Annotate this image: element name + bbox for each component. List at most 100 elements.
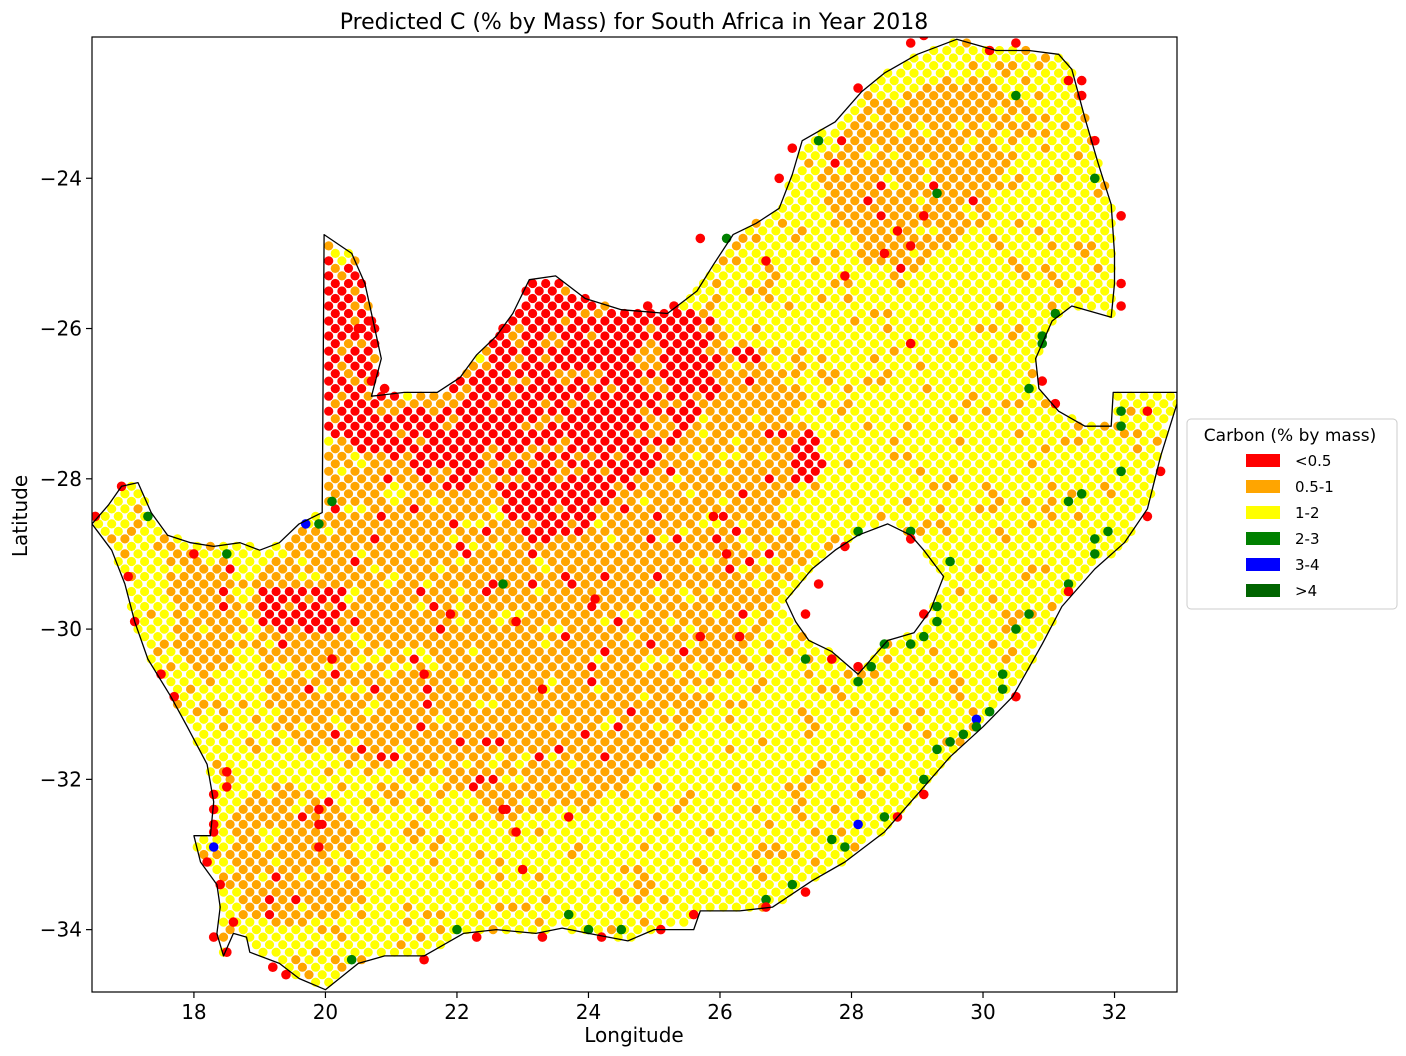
- grid-dot: [475, 714, 485, 724]
- grid-dot: [784, 496, 794, 506]
- grid-dot: [587, 466, 597, 476]
- grid-dot: [915, 256, 926, 266]
- grid-dot: [948, 699, 959, 709]
- grid-dot: [922, 519, 932, 529]
- grid-dot: [212, 639, 222, 649]
- grid-dot: [1086, 451, 1097, 461]
- grid-dot: [462, 579, 472, 589]
- grid-dot: [1054, 534, 1064, 544]
- grid-dot: [534, 406, 544, 416]
- grid-dot: [896, 654, 906, 664]
- grid-dot: [784, 722, 794, 732]
- grid-dot: [797, 346, 807, 356]
- grid-dot: [988, 519, 998, 529]
- grid-dot: [718, 571, 728, 582]
- grid-dot: [1014, 564, 1024, 574]
- grid-dot: [758, 692, 768, 702]
- grid-dot: [679, 827, 689, 837]
- grid-dot: [396, 804, 406, 815]
- grid-dot: [429, 496, 439, 506]
- grid-dot: [1021, 601, 1031, 612]
- grid-dot: [850, 707, 860, 717]
- grid-dot: [909, 699, 919, 709]
- grid-dot: [567, 639, 577, 649]
- grid-dot: [455, 662, 465, 672]
- grid-dot: [837, 767, 847, 777]
- grid-dot: [199, 609, 209, 619]
- grid-dot: [902, 76, 913, 86]
- grid-dot: [324, 556, 334, 567]
- grid-dot: [1008, 346, 1018, 356]
- grid-dot: [889, 241, 899, 251]
- grid-dot: [396, 714, 406, 724]
- grid-dot: [758, 601, 768, 612]
- grid-dot: [429, 541, 439, 552]
- grid-dot: [718, 632, 728, 642]
- grid-dot: [745, 617, 755, 627]
- grid-dot: [528, 414, 538, 424]
- grid-dot: [942, 496, 952, 506]
- grid-dot: [435, 564, 446, 574]
- grid-dot: [915, 451, 926, 461]
- grid-dot: [179, 571, 189, 582]
- grid-dot: [850, 752, 860, 762]
- grid-dot: [422, 654, 432, 664]
- grid-dot: [883, 459, 893, 469]
- grid-dot: [652, 827, 663, 837]
- grid-dot: [343, 699, 354, 709]
- grid-dot: [955, 76, 965, 86]
- grid-dot: [929, 677, 939, 687]
- grid-dot: [975, 354, 985, 364]
- grid-dot: [606, 699, 617, 709]
- grid-dot: [1001, 399, 1011, 409]
- grid-dot: [343, 669, 354, 679]
- grid-dot: [731, 556, 742, 567]
- grid-dot: [804, 564, 814, 574]
- grid-dot: [896, 278, 906, 289]
- grid-dot: [1021, 451, 1031, 461]
- grid-dot: [1047, 256, 1057, 266]
- grid-dot: [1008, 331, 1018, 341]
- grid-dot: [363, 677, 373, 687]
- grid-dot: [771, 466, 781, 476]
- grid-dot: [481, 752, 492, 762]
- grid-dot: [508, 316, 518, 326]
- grid-dot: [725, 579, 735, 589]
- grid-dot: [981, 91, 991, 101]
- grid-dot: [521, 586, 531, 597]
- grid-dot: [1014, 233, 1024, 243]
- grid-dot: [883, 263, 893, 273]
- grid-dot: [876, 181, 886, 191]
- grid-dot: [758, 241, 768, 251]
- grid-dot: [948, 158, 959, 168]
- grid-dot: [462, 399, 472, 409]
- grid-dot: [324, 451, 334, 461]
- grid-dot: [1047, 181, 1057, 191]
- grid-dot: [1008, 211, 1018, 221]
- grid-dot: [409, 759, 419, 769]
- grid-dot: [817, 429, 827, 439]
- grid-dot: [363, 827, 373, 837]
- grid-dot: [915, 511, 926, 521]
- grid-dot: [389, 466, 400, 476]
- grid-dot: [343, 354, 354, 364]
- grid-dot: [981, 647, 991, 657]
- grid-dot: [718, 511, 728, 521]
- grid-dot: [771, 767, 781, 777]
- grid-dot: [1027, 594, 1037, 604]
- grid-dot: [258, 707, 268, 717]
- grid-dot: [521, 722, 531, 732]
- grid-dot: [633, 354, 643, 364]
- grid-dot: [468, 692, 478, 702]
- grid-dot: [902, 256, 913, 266]
- grid-dot: [817, 369, 827, 379]
- grid-dot: [823, 752, 834, 762]
- grid-dot: [692, 376, 702, 386]
- grid-dot: [264, 684, 275, 694]
- grid-dot: [521, 451, 531, 461]
- grid-dot: [389, 601, 400, 612]
- grid-dot: [850, 181, 860, 191]
- grid-dot: [679, 406, 689, 416]
- grid-dot: [324, 677, 334, 687]
- grid-dot: [837, 677, 847, 687]
